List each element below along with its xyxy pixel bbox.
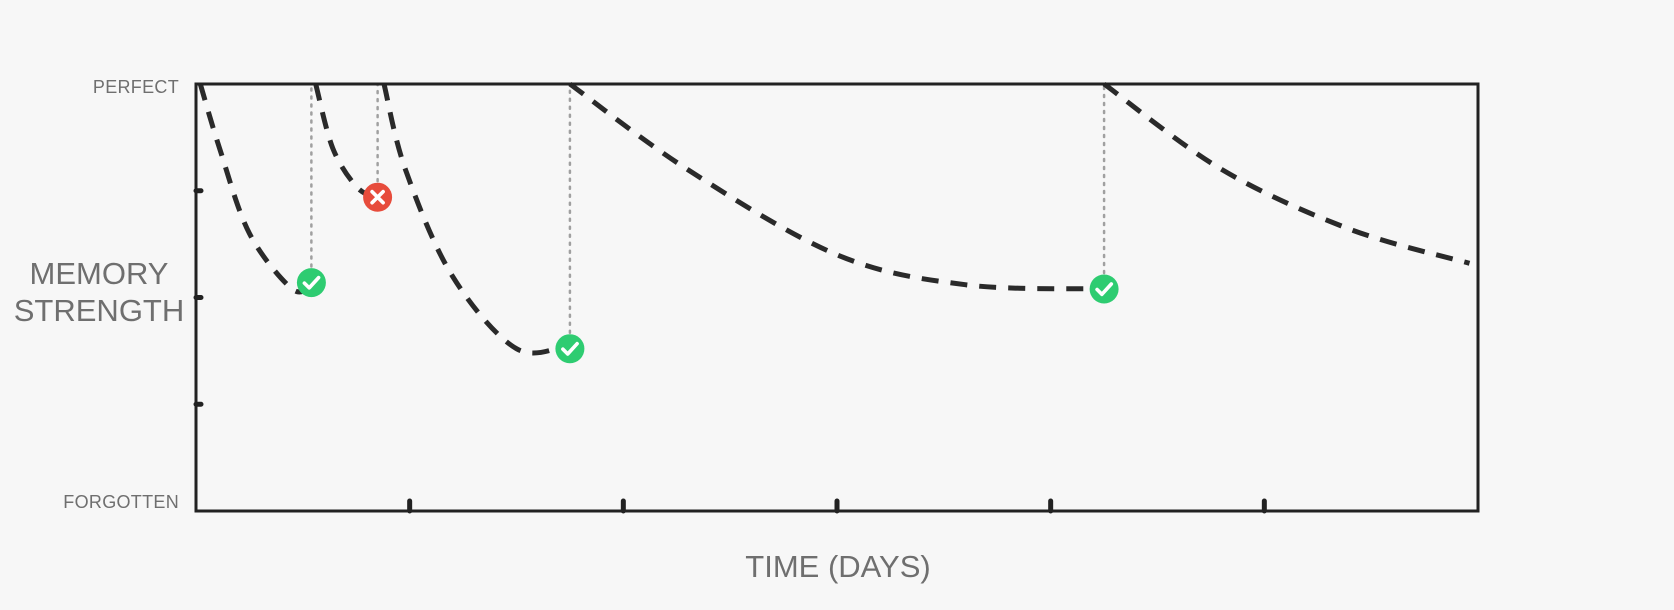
axis-ticks — [193, 188, 1267, 514]
check-icon — [555, 334, 585, 364]
check-icon — [1089, 274, 1119, 304]
forgetting-curve-2 — [313, 83, 379, 202]
plot-frame — [194, 82, 1480, 513]
y-tick-label-perfect: PERFECT — [93, 77, 179, 97]
forgetting-curve-5 — [1102, 81, 1471, 266]
review-markers — [296, 182, 1119, 364]
y-tick-label-forgotten: FORGOTTEN — [63, 492, 179, 512]
y-axis-title-line-2: STRENGTH — [14, 293, 185, 328]
forgetting-curve-1 — [197, 83, 313, 295]
forgetting-curve-3 — [381, 83, 571, 356]
close-icon — [363, 182, 393, 212]
x-axis-title: TIME (DAYS) — [745, 549, 930, 584]
forgetting-curves — [197, 81, 1471, 356]
check-icon — [296, 268, 326, 298]
y-axis-title-line-1: MEMORY — [30, 256, 169, 291]
review-guides — [310, 82, 1106, 350]
forgetting-curve-4 — [568, 81, 1105, 292]
